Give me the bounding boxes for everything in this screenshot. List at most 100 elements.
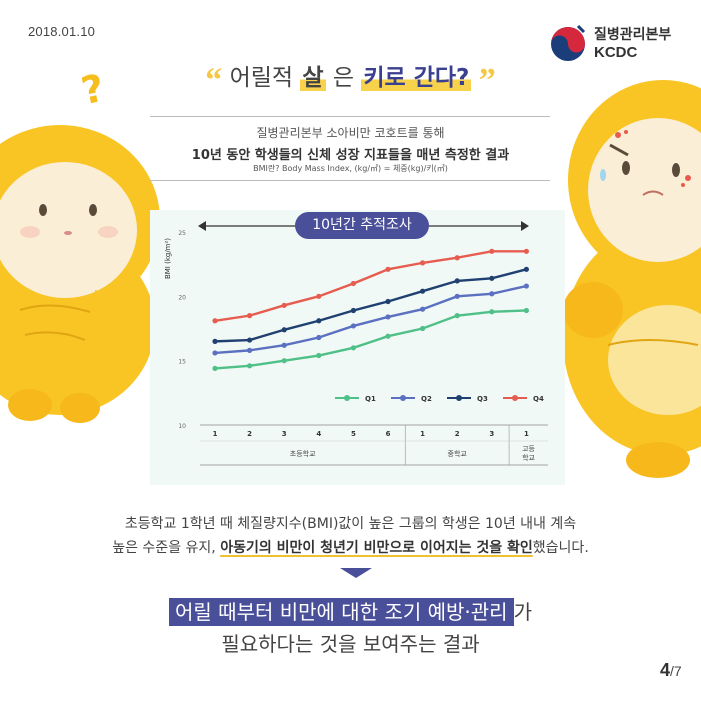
data-point-q3 bbox=[247, 337, 253, 343]
legend-marker-q4 bbox=[512, 395, 518, 401]
page-total: /7 bbox=[670, 663, 682, 679]
data-point-q2 bbox=[212, 350, 218, 356]
legend-label-q2: Q2 bbox=[421, 395, 432, 403]
down-triangle-icon bbox=[340, 568, 372, 578]
page-indicator: 4/7 bbox=[660, 660, 682, 681]
data-point-q1 bbox=[350, 345, 356, 351]
x-tick-label: 1 bbox=[524, 430, 529, 438]
data-point-q3 bbox=[350, 307, 356, 314]
data-point-q1 bbox=[281, 358, 287, 364]
data-point-q1 bbox=[247, 363, 253, 369]
x-tick-label: 4 bbox=[316, 430, 321, 438]
kcdc-emblem-icon bbox=[551, 24, 586, 61]
x-tick-label: 6 bbox=[386, 430, 391, 438]
open-quote: “ bbox=[205, 62, 223, 99]
data-point-q4 bbox=[212, 318, 218, 324]
data-point-q3 bbox=[420, 288, 426, 294]
data-point-q4 bbox=[489, 248, 495, 254]
bmi-definition: BMI란? Body Mass Index, (kg/㎡) = 체중(kg)/키… bbox=[253, 164, 448, 173]
data-point-q2 bbox=[316, 334, 322, 341]
body-text-line2: 높은 수준을 유지, 아동기의 비만이 청년기 비만으로 이어지는 것을 확인했… bbox=[0, 537, 701, 557]
x-tick-label: 2 bbox=[247, 430, 252, 438]
data-point-q2 bbox=[489, 291, 495, 297]
x-tick-label: 3 bbox=[282, 430, 287, 438]
close-quote: ” bbox=[478, 62, 496, 99]
page-title: “ 어릴적 살 은 키로 간다? ” bbox=[0, 58, 701, 100]
group-label-middle: 중학교 bbox=[448, 449, 468, 458]
title-part1: 어릴적 bbox=[229, 65, 301, 91]
arrow-right-icon bbox=[521, 221, 529, 231]
data-point-q2 bbox=[350, 323, 356, 329]
conclusion-line1-post: 가 bbox=[513, 600, 532, 624]
body-line2-post: 했습니다. bbox=[532, 540, 589, 556]
right-character-illustration bbox=[563, 80, 701, 478]
series-line-q4 bbox=[214, 250, 527, 322]
y-axis-label: BMI (kg/m²) bbox=[164, 238, 172, 279]
data-point-q4 bbox=[454, 255, 460, 261]
arrow-left-icon bbox=[198, 221, 206, 231]
data-point-q1 bbox=[316, 352, 322, 359]
body-line2-pre: 높은 수준을 유지, bbox=[112, 540, 221, 556]
body-line2-emphasis: 아동기의 비만이 청년기 비만으로 이어지는 것을 확인 bbox=[220, 540, 533, 556]
data-point-q2 bbox=[385, 314, 391, 320]
body-text-line1: 초등학교 1학년 때 체질량지수(BMI)값이 높은 그룹의 학생은 10년 내… bbox=[124, 516, 577, 532]
data-point-q1 bbox=[489, 309, 495, 315]
logo-english-text: KCDC bbox=[594, 44, 638, 61]
date-label: 2018.01.10 bbox=[28, 24, 96, 39]
legend-label-q4: Q4 bbox=[533, 395, 544, 403]
y-tick-label: 10 bbox=[178, 423, 186, 430]
chart-banner: 10년간 추적조사 bbox=[295, 212, 429, 239]
title-part2: 은 bbox=[332, 65, 362, 91]
data-point-q4 bbox=[281, 302, 287, 308]
x-tick-label: 3 bbox=[489, 430, 494, 438]
data-point-q3 bbox=[523, 266, 529, 272]
data-point-q4 bbox=[316, 293, 322, 299]
data-point-q4 bbox=[247, 313, 253, 319]
data-point-q3 bbox=[281, 327, 287, 333]
conclusion-highlight-box: 어릴 때부터 비만에 대한 조기 예방·관리 bbox=[169, 598, 514, 626]
series-line-q1 bbox=[214, 309, 527, 370]
data-point-q1 bbox=[385, 333, 391, 339]
x-tick-label: 5 bbox=[351, 430, 356, 438]
divider-top bbox=[150, 116, 550, 117]
divider-bottom bbox=[150, 180, 550, 181]
group-label-high-line2: 학교 bbox=[522, 453, 535, 462]
group-label-elementary: 초등학교 bbox=[290, 449, 316, 458]
subtitle-line1: 질병관리본부 소아비만 코호트를 통해 bbox=[256, 126, 445, 140]
data-point-q4 bbox=[385, 266, 391, 272]
title-highlight-fat: 살 bbox=[300, 65, 326, 91]
data-point-q3 bbox=[489, 275, 495, 281]
data-point-q2 bbox=[523, 283, 529, 289]
kcdc-logo: 질병관리본부 KCDC bbox=[548, 22, 688, 66]
data-point-q2 bbox=[281, 342, 287, 348]
data-point-q3 bbox=[316, 318, 322, 324]
legend-label-q1: Q1 bbox=[365, 395, 376, 403]
legend-marker-q1 bbox=[344, 395, 350, 401]
data-point-q4 bbox=[523, 248, 529, 254]
conclusion-line2: 필요하다는 것을 보여주는 결과 bbox=[221, 632, 480, 656]
group-label-high-line1: 고등 bbox=[522, 445, 535, 453]
legend-label-q3: Q3 bbox=[477, 395, 488, 403]
y-tick-label: 25 bbox=[178, 230, 186, 237]
data-point-q3 bbox=[454, 278, 460, 284]
series-line-q2 bbox=[214, 284, 527, 355]
data-point-q1 bbox=[454, 313, 460, 319]
y-tick-label: 15 bbox=[178, 359, 186, 366]
data-point-q1 bbox=[212, 365, 218, 371]
x-tick-label: 2 bbox=[455, 430, 460, 438]
y-tick-label: 20 bbox=[178, 294, 186, 301]
data-point-q4 bbox=[420, 260, 426, 266]
data-point-q3 bbox=[212, 338, 218, 344]
title-highlight-height: 키로 간다? bbox=[361, 65, 472, 91]
data-point-q1 bbox=[523, 307, 529, 314]
series-line-q3 bbox=[214, 268, 527, 343]
x-tick-label: 1 bbox=[420, 430, 425, 438]
data-point-q4 bbox=[350, 280, 356, 287]
x-tick-label: 1 bbox=[213, 430, 218, 438]
data-point-q2 bbox=[247, 347, 253, 353]
data-point-q3 bbox=[385, 298, 391, 305]
legend-marker-q2 bbox=[400, 395, 406, 401]
page-current: 4 bbox=[660, 660, 671, 680]
legend-marker-q3 bbox=[456, 395, 462, 401]
left-character-illustration: ? bbox=[0, 66, 166, 423]
